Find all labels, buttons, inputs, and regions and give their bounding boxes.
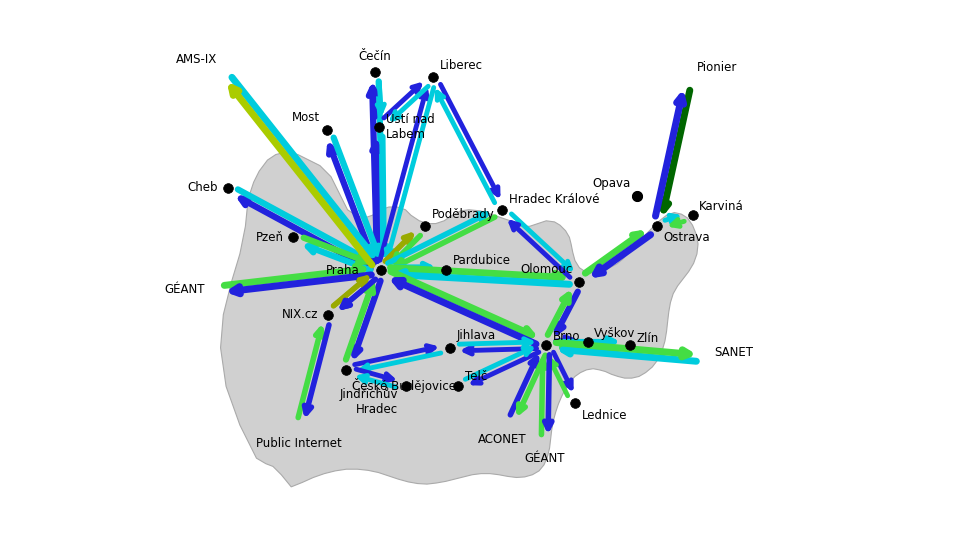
Text: Ustí nad
Labem: Ustí nad Labem (386, 113, 434, 141)
Text: Opava: Opava (592, 177, 630, 190)
Text: Vyškov: Vyškov (594, 327, 636, 341)
Text: Jindřichův
Hradec: Jindřichův Hradec (339, 388, 397, 416)
Polygon shape (221, 152, 698, 487)
Text: AMS-IX: AMS-IX (176, 53, 217, 66)
Text: České Budějovice: České Budějovice (352, 378, 457, 393)
Text: Zlín: Zlín (636, 332, 659, 345)
Text: Liberec: Liberec (440, 59, 483, 72)
Text: Ostrava: Ostrava (663, 231, 709, 244)
Text: Praha: Praha (325, 264, 360, 277)
Text: Pionier: Pionier (697, 61, 737, 75)
Text: Karviná: Karviná (699, 200, 744, 214)
Text: ACONET: ACONET (478, 433, 527, 446)
Text: Brno: Brno (553, 330, 581, 343)
Text: Most: Most (293, 111, 321, 124)
Text: Pardubice: Pardubice (452, 254, 511, 267)
Text: GÉANT: GÉANT (164, 283, 205, 296)
Text: Čečín: Čečín (359, 50, 392, 63)
Text: SANET: SANET (714, 346, 754, 359)
Text: Jihlava: Jihlava (456, 329, 495, 342)
Text: Cheb: Cheb (187, 181, 218, 194)
Text: Hradec Králové: Hradec Králové (509, 193, 599, 206)
Text: NIX.cz: NIX.cz (282, 308, 319, 321)
Text: Lednice: Lednice (582, 408, 627, 422)
Text: Public Internet: Public Internet (256, 437, 342, 450)
Text: Pzeň: Pzeň (255, 231, 283, 244)
Text: GÉANT: GÉANT (524, 452, 564, 465)
Text: Poděbrady: Poděbrady (431, 208, 494, 221)
Text: Telč: Telč (465, 370, 487, 383)
Text: Olomouc: Olomouc (520, 263, 573, 276)
